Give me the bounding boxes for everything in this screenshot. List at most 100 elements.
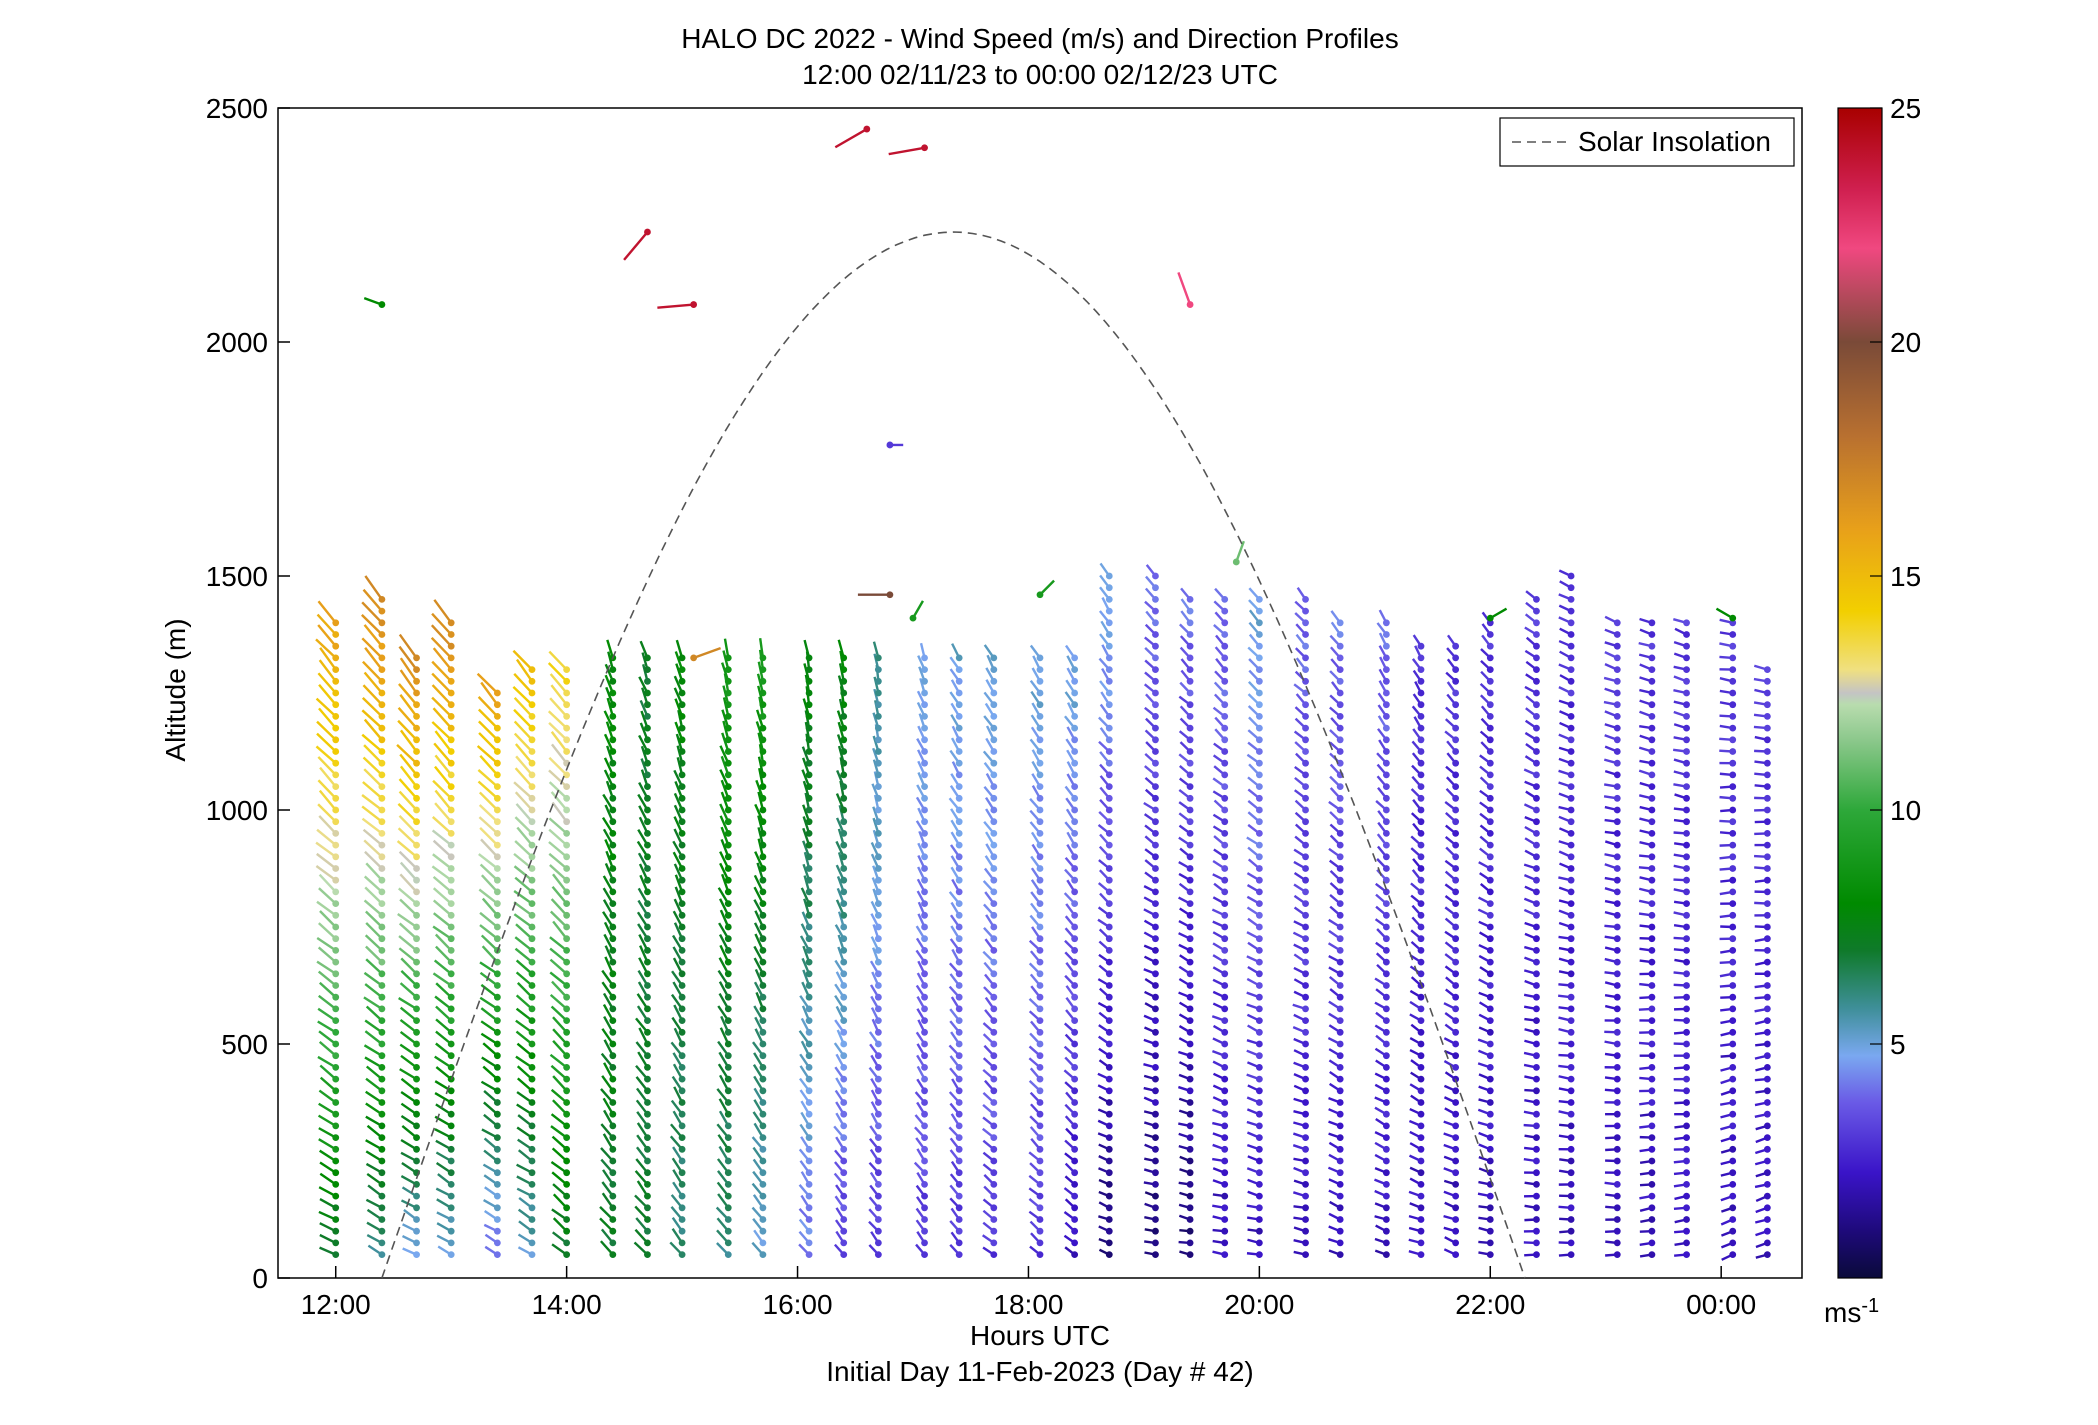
wind-barb-point [493, 818, 501, 826]
wind-barb-point [528, 1134, 536, 1141]
wind-barb-point [1763, 947, 1771, 954]
wind-barb-point [1417, 1157, 1425, 1165]
wind-barb-point [921, 1134, 928, 1141]
wind-barb-point [724, 1204, 732, 1212]
wind-barb-point [1255, 1075, 1263, 1083]
wind-barb-point [644, 958, 651, 966]
wind-barb-point [805, 970, 813, 978]
wind-barb-point [990, 900, 998, 907]
wind-barb-point [1613, 1052, 1621, 1060]
wind-barb-stick [365, 958, 383, 975]
wind-barb-point [528, 748, 536, 755]
wind-barb-point [1105, 911, 1113, 919]
wind-barb-point [609, 1075, 617, 1083]
wind-barb-point [528, 759, 536, 767]
wind-barb-stick [479, 924, 499, 940]
wind-barb-point [1071, 1145, 1079, 1153]
wind-barb-point [1105, 993, 1113, 1001]
wind-barb-point [759, 724, 767, 732]
wind-barb-point [724, 701, 732, 709]
wind-barb-point [1336, 876, 1344, 884]
wind-barb-point [955, 724, 963, 732]
wind-barb-point [990, 1181, 998, 1188]
wind-barb-point [1567, 1181, 1575, 1188]
wind-barb-point [1567, 584, 1575, 592]
wind-barb-point [1452, 911, 1460, 919]
wind-barb-point [1302, 970, 1309, 978]
wind-barb-point [1613, 783, 1621, 790]
wind-barb-point [840, 911, 848, 919]
wind-barb-point [1186, 923, 1194, 931]
wind-barb-point [1683, 900, 1690, 907]
wind-barb-stick [361, 601, 383, 624]
wind-barb-point [447, 993, 455, 1001]
wind-barb-point [644, 935, 651, 943]
wind-barb-point [528, 876, 536, 884]
wind-barb-stick [362, 828, 383, 847]
wind-barb-stick [552, 920, 568, 940]
wind-barb-point [332, 830, 340, 837]
wind-barb-point [563, 689, 571, 697]
wind-barb-point [1382, 923, 1390, 931]
wind-barb-point [609, 724, 617, 732]
wind-barb-stick [550, 684, 568, 706]
wind-barb-point [493, 1192, 501, 1200]
wind-barb-stick [1235, 540, 1245, 563]
wind-barb-point [1486, 1087, 1494, 1095]
wind-barb-point [1567, 865, 1575, 872]
wind-barb-point [332, 853, 340, 861]
wind-barb-point [921, 1169, 928, 1177]
wind-barb-point [528, 970, 536, 978]
wind-barb-point [1613, 677, 1621, 685]
wind-barb-point [644, 724, 651, 732]
wind-barb-point [1486, 689, 1494, 697]
wind-barb-point [1452, 1064, 1460, 1071]
wind-barb-point [1452, 1145, 1460, 1153]
wind-barb-point [1221, 724, 1229, 732]
wind-barb-point [1186, 1192, 1194, 1200]
wind-barb-point [1486, 1099, 1494, 1106]
wind-barb-stick [315, 841, 337, 858]
wind-barb-point [1255, 818, 1263, 826]
wind-barb-point [1763, 701, 1771, 709]
wind-barb-stick [361, 817, 383, 835]
wind-barb-point [609, 1145, 617, 1153]
wind-barb-point [1533, 1134, 1540, 1141]
wind-barb-point [678, 1169, 686, 1177]
wind-barb-point [1729, 631, 1737, 638]
wind-barb-point [493, 865, 501, 872]
wind-barb-point [332, 619, 340, 627]
wind-barb-point [759, 958, 767, 966]
wind-barb-point [1763, 1134, 1771, 1141]
wind-barb-stick [435, 945, 453, 963]
wind-barb-point [378, 1122, 386, 1130]
wind-barb-stick [1177, 272, 1192, 305]
wind-barb-point [493, 923, 501, 931]
wind-barb-point [1221, 689, 1229, 697]
wind-barb-point [1382, 1169, 1390, 1177]
wind-barb-point [332, 1110, 340, 1118]
wind-barb-point [874, 1145, 882, 1153]
x-tick-label: 18:00 [993, 1289, 1063, 1320]
wind-barb-point [1486, 1216, 1494, 1223]
wind-barb-point [563, 1181, 571, 1188]
wind-barb-point [563, 677, 571, 685]
colorbar-tick-label: 20 [1890, 327, 1921, 358]
wind-barb-point [1186, 642, 1194, 650]
legend-label: Solar Insolation [1578, 126, 1771, 157]
wind-barb-point [1105, 642, 1113, 650]
wind-barb-point [1763, 689, 1771, 697]
wind-barb-point [1255, 1204, 1263, 1212]
wind-barb-point [840, 1239, 848, 1247]
wind-barb-stick [365, 945, 383, 963]
wind-barb-point [1533, 853, 1540, 861]
wind-barb-point [563, 1099, 571, 1106]
wind-barb-point [1648, 736, 1656, 744]
wind-barb-point [378, 1204, 386, 1212]
wind-barb-point [332, 958, 340, 966]
wind-barb-point [921, 654, 928, 662]
wind-barb-point [413, 853, 420, 861]
wind-barb-point [447, 900, 455, 907]
wind-barb-point [378, 794, 386, 802]
wind-barb-point [1763, 771, 1771, 779]
